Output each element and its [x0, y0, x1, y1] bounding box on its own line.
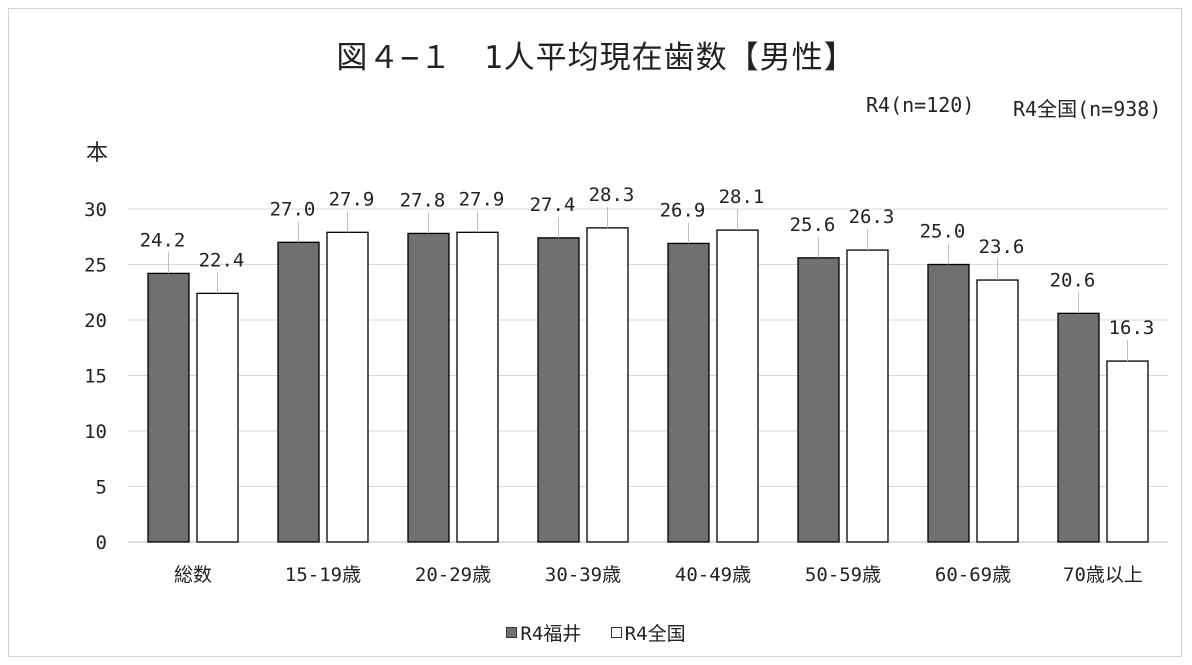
legend-item-national: R4全国 [610, 619, 686, 646]
legend: R4福井 R4全国 [0, 619, 1192, 646]
x-tick-label: 30-39歳 [545, 564, 621, 586]
legend-label-national: R4全国 [624, 623, 686, 645]
data-label: 20.6 [1050, 269, 1096, 291]
bar-fukui [927, 263, 970, 543]
data-label: 24.2 [140, 229, 186, 251]
y-tick-label: 20 [84, 310, 107, 332]
bar-fukui [537, 237, 580, 543]
sample-size-national: R4全国(n=938) [1013, 97, 1162, 121]
data-label: 25.6 [790, 214, 836, 236]
bar-fukui [797, 257, 840, 543]
data-label: 22.4 [199, 249, 245, 271]
legend-item-fukui: R4福井 [506, 619, 581, 646]
legend-swatch-national [610, 627, 622, 638]
data-label: 27.8 [400, 189, 446, 211]
y-tick-label: 25 [84, 255, 107, 277]
data-label: 25.0 [920, 221, 966, 243]
data-label: 27.9 [459, 188, 505, 210]
bar-national [1106, 360, 1149, 543]
y-tick-label: 5 [96, 477, 107, 499]
data-label: 23.6 [979, 236, 1025, 258]
bar-national [846, 249, 889, 543]
y-tick-label: 15 [84, 366, 107, 388]
data-label: 16.3 [1109, 317, 1155, 339]
bar-national [586, 227, 629, 543]
x-tick-label: 20-29歳 [415, 564, 491, 586]
bar-fukui [407, 232, 450, 543]
x-tick-label: 総数 [174, 564, 212, 586]
legend-swatch-fukui [506, 627, 518, 638]
y-tick-label: 10 [84, 421, 107, 443]
y-tick-label: 30 [84, 199, 107, 221]
data-label: 28.3 [589, 184, 635, 206]
bar-national [976, 279, 1019, 543]
data-label: 26.9 [660, 199, 706, 221]
legend-label-fukui: R4福井 [520, 623, 582, 645]
sample-size-fukui: R4(n=120) [866, 93, 975, 117]
x-tick-label: 60-69歳 [935, 564, 1011, 586]
bar-fukui [1057, 312, 1100, 543]
x-tick-label: 40-49歳 [675, 564, 751, 586]
bar-fukui [667, 242, 710, 543]
x-tick-label: 50-59歳 [805, 564, 881, 586]
data-label: 27.4 [530, 194, 576, 216]
data-label: 26.3 [849, 206, 895, 228]
bar-fukui [147, 272, 190, 543]
chart-title: 図４−１ 1人平均現在歯数【男性】 [336, 40, 856, 76]
data-label: 27.0 [270, 198, 316, 220]
x-tick-label: 15-19歳 [285, 564, 361, 586]
bar-national [716, 229, 759, 543]
bar-national [456, 231, 499, 543]
data-label: 28.1 [719, 186, 765, 208]
bar-fukui [277, 241, 320, 543]
y-axis-unit-label: 本 [86, 141, 109, 166]
x-tick-label: 70歳以上 [1063, 564, 1143, 586]
y-tick-label: 0 [96, 532, 107, 554]
data-label: 27.9 [329, 188, 375, 210]
bar-national [326, 231, 369, 543]
bar-national [196, 292, 239, 543]
